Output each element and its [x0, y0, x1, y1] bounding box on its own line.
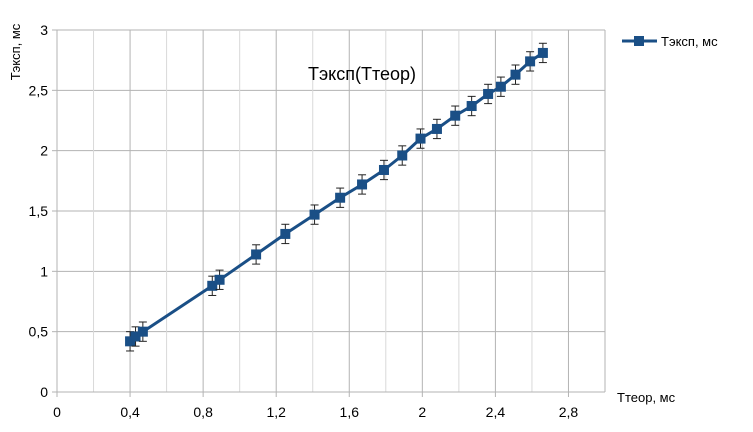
point-marker: [207, 280, 218, 291]
y-axis-label: Тэксп, мс: [8, 23, 23, 80]
point-marker: [251, 249, 262, 260]
point-marker: [495, 81, 506, 92]
point-marker: [357, 179, 368, 190]
axes: [52, 29, 605, 397]
point-marker: [525, 56, 536, 67]
legend-marker-swatch: [634, 36, 644, 46]
data-point: [510, 64, 521, 85]
data-point: [495, 76, 506, 97]
x-tick-label: 0: [53, 404, 61, 420]
point-marker: [450, 110, 461, 121]
point-marker: [280, 228, 291, 239]
point-marker: [397, 150, 408, 161]
y-tick-label: 0: [40, 384, 48, 400]
point-marker: [415, 133, 426, 144]
x-tick-label: 2,4: [486, 404, 506, 420]
point-marker: [137, 326, 148, 337]
point-marker: [335, 192, 346, 203]
y-tick-label: 0,5: [29, 324, 49, 340]
x-tick-label: 2: [418, 404, 426, 420]
y-tick-label: 2,5: [29, 82, 49, 98]
data-point: [378, 159, 389, 181]
x-axis-label: Ттеор, мс: [617, 390, 676, 405]
series-layer: [125, 42, 548, 352]
legend-entry-label: Тэксп, мс: [661, 34, 718, 49]
data-point: [537, 42, 548, 64]
data-point: [397, 145, 408, 166]
point-marker: [309, 209, 320, 220]
data-point: [525, 51, 536, 72]
data-point: [415, 128, 426, 149]
chart-title: Тэксп(Ттеор): [308, 64, 416, 84]
data-point: [251, 244, 262, 265]
data-point: [335, 187, 346, 208]
data-point: [357, 174, 368, 195]
point-marker: [125, 336, 136, 347]
data-point: [483, 83, 494, 105]
x-tick-label: 1,6: [340, 404, 360, 420]
tick-labels: 0 0,5 1 1,5 2 2,5 3 0 0,4 0,8 1,2 1,6 2 2,4 2,8: [29, 22, 579, 420]
point-marker: [483, 88, 494, 99]
x-tick-label: 0,8: [193, 404, 213, 420]
point-marker: [214, 274, 225, 285]
y-tick-label: 1,5: [29, 203, 49, 219]
data-point: [137, 321, 148, 342]
data-point: [431, 118, 442, 140]
y-tick-label: 2: [40, 143, 48, 159]
data-point: [450, 105, 461, 126]
x-tick-label: 2,8: [559, 404, 579, 420]
x-tick-label: 0,4: [120, 404, 140, 420]
data-point: [309, 204, 320, 225]
data-point: [214, 269, 225, 290]
data-point: [280, 223, 291, 245]
x-tick-label: 1,2: [266, 404, 286, 420]
data-point: [125, 331, 136, 352]
point-marker: [431, 123, 442, 134]
y-tick-label: 1: [40, 263, 48, 279]
legend: Тэксп, мс: [622, 34, 718, 49]
point-marker: [537, 47, 548, 58]
point-marker: [130, 331, 141, 342]
y-tick-label: 3: [40, 22, 48, 38]
point-marker: [466, 101, 477, 112]
data-point: [466, 95, 477, 117]
point-marker: [378, 164, 389, 175]
point-marker: [510, 69, 521, 80]
